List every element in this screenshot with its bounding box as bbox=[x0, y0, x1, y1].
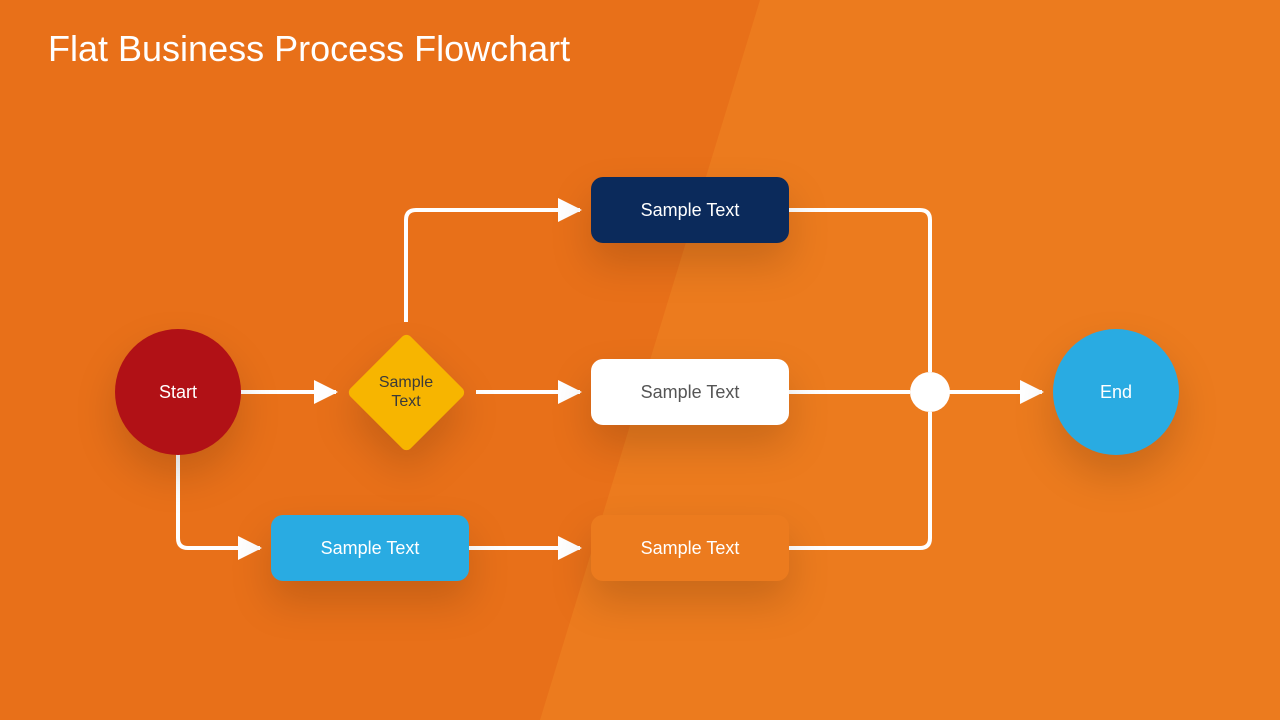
node-label: SampleText bbox=[364, 350, 449, 435]
node-label: Sample Text bbox=[321, 538, 420, 559]
node-proc_bot: Sample Text bbox=[591, 515, 789, 581]
node-label: Start bbox=[159, 382, 197, 403]
node-proc_mid: Sample Text bbox=[591, 359, 789, 425]
node-label: Sample Text bbox=[641, 538, 740, 559]
node-label: End bbox=[1100, 382, 1132, 403]
node-label: Sample Text bbox=[641, 200, 740, 221]
node-start: Start bbox=[115, 329, 241, 455]
node-end: End bbox=[1053, 329, 1179, 455]
connector bbox=[406, 210, 578, 320]
connector bbox=[789, 210, 930, 370]
connector bbox=[789, 414, 930, 548]
node-label: Sample Text bbox=[641, 382, 740, 403]
flowchart-canvas: Start SampleText Sample Text Sample Text Sam… bbox=[0, 0, 1280, 720]
junction-node bbox=[910, 372, 950, 412]
node-proc_top: Sample Text bbox=[591, 177, 789, 243]
node-decision: SampleText bbox=[364, 350, 449, 435]
connector bbox=[178, 455, 258, 548]
node-proc_lt: Sample Text bbox=[271, 515, 469, 581]
